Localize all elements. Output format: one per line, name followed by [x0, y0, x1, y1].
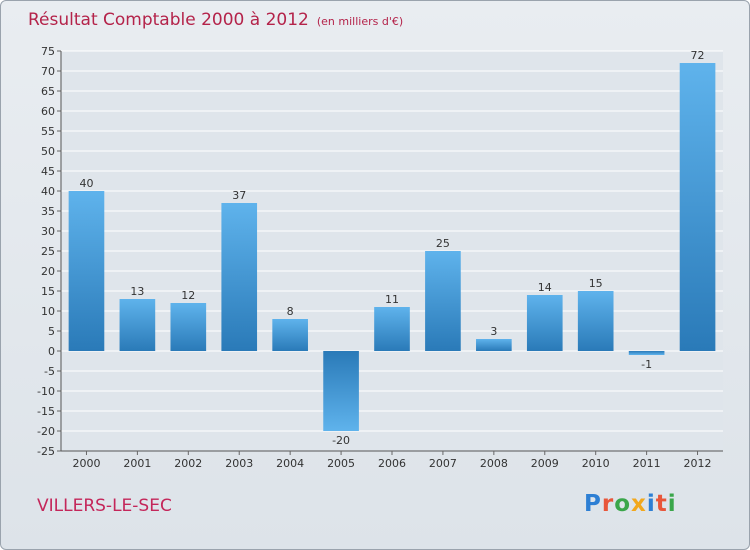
- y-tick-label: 20: [41, 265, 55, 278]
- y-tick-label: -15: [37, 405, 55, 418]
- data-label: 13: [130, 285, 144, 298]
- y-tick-label: -20: [37, 425, 55, 438]
- bar-2012[interactable]: [679, 63, 716, 351]
- data-label: 14: [538, 281, 552, 294]
- bar-2003[interactable]: [221, 203, 258, 351]
- y-tick-label: 35: [41, 205, 55, 218]
- data-label: 15: [589, 277, 603, 290]
- data-label: 40: [79, 177, 93, 190]
- x-tick-label: 2002: [174, 457, 202, 470]
- y-tick-label: 25: [41, 245, 55, 258]
- logo-letter: i: [646, 491, 656, 517]
- bar-2000[interactable]: [68, 191, 105, 351]
- logo-letter: r: [601, 491, 615, 517]
- x-tick-label: 2003: [225, 457, 253, 470]
- bar-2005[interactable]: [323, 351, 359, 431]
- bar-2009[interactable]: [526, 295, 563, 351]
- bar-2010[interactable]: [577, 291, 614, 351]
- y-tick-label: 0: [48, 345, 55, 358]
- y-tick-label: 30: [41, 225, 55, 238]
- x-tick-label: 2011: [633, 457, 661, 470]
- logo-letter: i: [667, 491, 677, 517]
- chart-unit: (en milliers d'€): [316, 15, 404, 28]
- logo-letter: o: [614, 491, 632, 517]
- commune-name: VILLERS-LE-SEC: [37, 496, 172, 516]
- data-label: 72: [691, 49, 705, 62]
- x-tick-label: 2012: [684, 457, 712, 470]
- x-tick-label: 2008: [480, 457, 508, 470]
- y-tick-label: -5: [44, 365, 55, 378]
- x-tick-label: 2006: [378, 457, 406, 470]
- y-tick-label: -25: [37, 445, 55, 458]
- logo-letter: P: [584, 491, 602, 517]
- proxiti-logo[interactable]: Proxiti: [584, 491, 677, 517]
- data-label: 25: [436, 237, 450, 250]
- logo-letter: t: [655, 491, 668, 517]
- y-tick-label: 10: [41, 305, 55, 318]
- bar-2002[interactable]: [170, 303, 207, 351]
- y-tick-label: 45: [41, 165, 55, 178]
- y-tick-label: 5: [48, 325, 55, 338]
- logo-letter: x: [631, 491, 647, 517]
- y-tick-label: 70: [41, 65, 55, 78]
- data-label: 3: [490, 325, 497, 338]
- x-tick-label: 2007: [429, 457, 457, 470]
- data-label: -1: [641, 358, 652, 371]
- y-tick-label: 50: [41, 145, 55, 158]
- x-tick-label: 2005: [327, 457, 355, 470]
- x-tick-label: 2009: [531, 457, 559, 470]
- x-tick-label: 2010: [582, 457, 610, 470]
- data-label: 11: [385, 293, 399, 306]
- y-tick-label: -10: [37, 385, 55, 398]
- bar-2004[interactable]: [272, 319, 308, 351]
- y-tick-label: 15: [41, 285, 55, 298]
- chart-title-text: Résultat Comptable 2000 à 2012: [28, 10, 309, 30]
- y-tick-label: 60: [41, 105, 55, 118]
- bar-2008[interactable]: [476, 339, 512, 351]
- x-tick-label: 2001: [123, 457, 151, 470]
- y-tick-label: 75: [41, 45, 55, 58]
- bar-2011[interactable]: [628, 351, 665, 355]
- x-tick-label: 2004: [276, 457, 304, 470]
- chart-title: Résultat Comptable 2000 à 2012 (en millie…: [28, 10, 403, 30]
- x-tick-label: 2000: [72, 457, 100, 470]
- data-label: 12: [181, 289, 195, 302]
- bar-2006[interactable]: [374, 307, 410, 351]
- data-label: -20: [332, 434, 350, 447]
- y-tick-label: 55: [41, 125, 55, 138]
- y-tick-label: 65: [41, 85, 55, 98]
- bar-2007[interactable]: [425, 251, 461, 351]
- data-label: 8: [287, 305, 294, 318]
- bar-2001[interactable]: [119, 299, 156, 351]
- data-label: 37: [232, 189, 246, 202]
- y-tick-label: 40: [41, 185, 55, 198]
